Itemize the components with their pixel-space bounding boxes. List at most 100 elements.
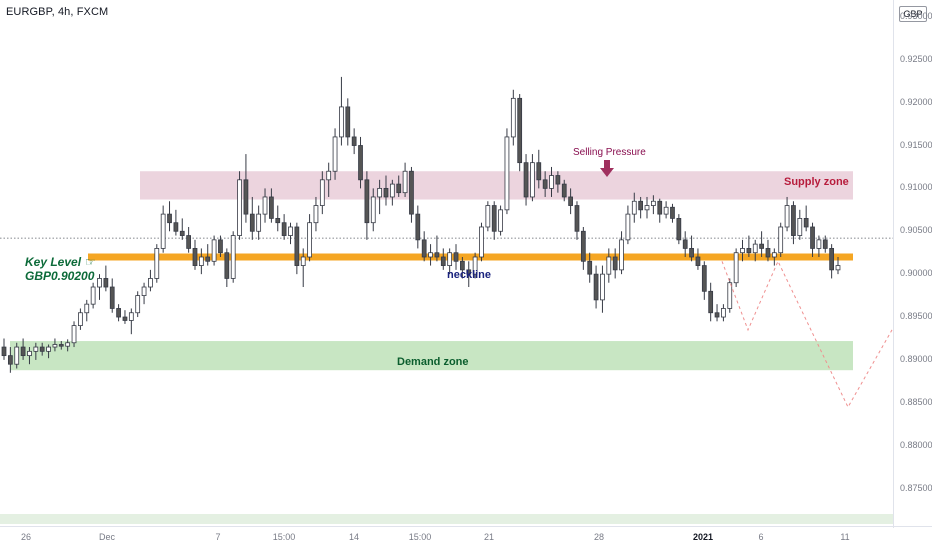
- bearish-candle: [689, 248, 694, 258]
- price-label: 0.92000: [900, 96, 932, 107]
- bullish-candle: [230, 235, 236, 279]
- bullish-candle: [816, 239, 822, 249]
- bearish-candle: [396, 183, 402, 194]
- price-label: 0.91000: [900, 182, 932, 193]
- key-level-title: Key Level: [25, 255, 82, 269]
- key-level-line: [88, 253, 853, 261]
- bullish-candle: [160, 213, 166, 249]
- bullish-candle: [262, 196, 268, 215]
- bullish-candle: [835, 265, 841, 271]
- bullish-candle: [784, 205, 790, 228]
- bearish-candle: [491, 205, 497, 232]
- bullish-candle: [46, 346, 51, 352]
- time-axis-separator: [0, 526, 932, 527]
- neckline-label: neckline: [447, 269, 492, 281]
- price-label: 0.90000: [900, 268, 932, 279]
- bullish-candle: [52, 344, 58, 348]
- bearish-candle: [810, 226, 815, 249]
- bearish-candle: [708, 290, 714, 314]
- bearish-candle: [657, 200, 663, 215]
- bearish-candle: [1, 346, 7, 357]
- bullish-candle: [211, 239, 217, 262]
- bullish-candle: [256, 213, 262, 232]
- bearish-candle: [555, 175, 561, 185]
- bullish-candle: [498, 209, 503, 232]
- bullish-candle: [797, 218, 803, 236]
- bearish-candle: [173, 222, 179, 232]
- price-label: 0.88000: [900, 439, 932, 450]
- bullish-candle: [727, 282, 733, 309]
- bearish-candle: [415, 213, 421, 241]
- bearish-candle: [523, 162, 529, 198]
- demand-zone-label: Demand zone: [397, 356, 469, 368]
- bullish-candle: [33, 346, 39, 352]
- bearish-candle: [542, 179, 548, 189]
- bearish-candle: [351, 136, 357, 146]
- bullish-candle: [71, 325, 77, 344]
- bearish-candle: [682, 239, 688, 249]
- bullish-candle: [619, 239, 624, 271]
- bearish-candle: [440, 256, 446, 266]
- projection-path: [721, 260, 893, 409]
- currency-badge[interactable]: GBP: [899, 6, 927, 22]
- bearish-candle: [746, 248, 752, 254]
- bearish-candle: [561, 183, 567, 198]
- bearish-candle: [676, 218, 682, 241]
- bearish-candle: [281, 222, 287, 236]
- bearish-candle: [460, 260, 465, 271]
- bearish-candle: [58, 344, 64, 347]
- bearish-candle: [695, 256, 701, 266]
- bullish-candle: [97, 278, 102, 288]
- bullish-candle: [771, 252, 777, 258]
- bearish-candle: [587, 260, 593, 275]
- bearish-candle: [409, 170, 414, 215]
- bearish-candle: [269, 196, 274, 219]
- bullish-candle: [237, 179, 242, 236]
- bullish-candle: [377, 187, 382, 198]
- bullish-candle: [447, 252, 453, 266]
- bullish-candle: [549, 175, 554, 189]
- bearish-candle: [358, 145, 363, 181]
- bearish-candle: [294, 226, 300, 266]
- bullish-candle: [141, 286, 147, 296]
- time-label: 15:00: [408, 532, 432, 542]
- bullish-candle: [326, 170, 332, 181]
- bullish-candle: [65, 342, 71, 347]
- bearish-candle: [612, 256, 618, 271]
- bullish-candle: [733, 252, 739, 284]
- bullish-candle: [504, 136, 510, 211]
- supply-zone-label: Supply zone: [784, 176, 849, 188]
- bullish-candle: [389, 183, 395, 198]
- symbol-title: EURGBP, 4h, FXCM: [6, 6, 109, 18]
- bearish-candle: [224, 252, 230, 279]
- price-label: 0.88500: [900, 396, 932, 407]
- bullish-candle: [370, 196, 376, 224]
- bearish-candle: [7, 355, 13, 365]
- bullish-candle: [479, 226, 484, 258]
- bullish-candle: [300, 256, 306, 266]
- bearish-candle: [434, 252, 440, 258]
- bullish-candle: [631, 200, 637, 215]
- bullish-candle: [148, 278, 153, 288]
- bullish-candle: [600, 273, 605, 301]
- price-label: 0.89000: [900, 353, 932, 364]
- bearish-candle: [186, 235, 191, 249]
- bearish-candle: [714, 312, 720, 318]
- bearish-candle: [568, 196, 573, 206]
- bullish-candle: [288, 226, 293, 236]
- bullish-candle: [319, 179, 325, 206]
- bearish-candle: [383, 187, 389, 198]
- bearish-candle: [421, 239, 427, 258]
- bullish-candle: [530, 162, 535, 198]
- price-axis-separator: [893, 0, 894, 528]
- time-label: 14: [348, 532, 360, 542]
- supply-zone: [140, 171, 853, 200]
- bearish-candle: [466, 269, 472, 275]
- time-label: 7: [215, 532, 221, 542]
- time-label: 28: [593, 532, 605, 542]
- time-label: 11: [840, 532, 850, 542]
- bearish-candle: [670, 206, 675, 219]
- bullish-candle: [198, 256, 204, 266]
